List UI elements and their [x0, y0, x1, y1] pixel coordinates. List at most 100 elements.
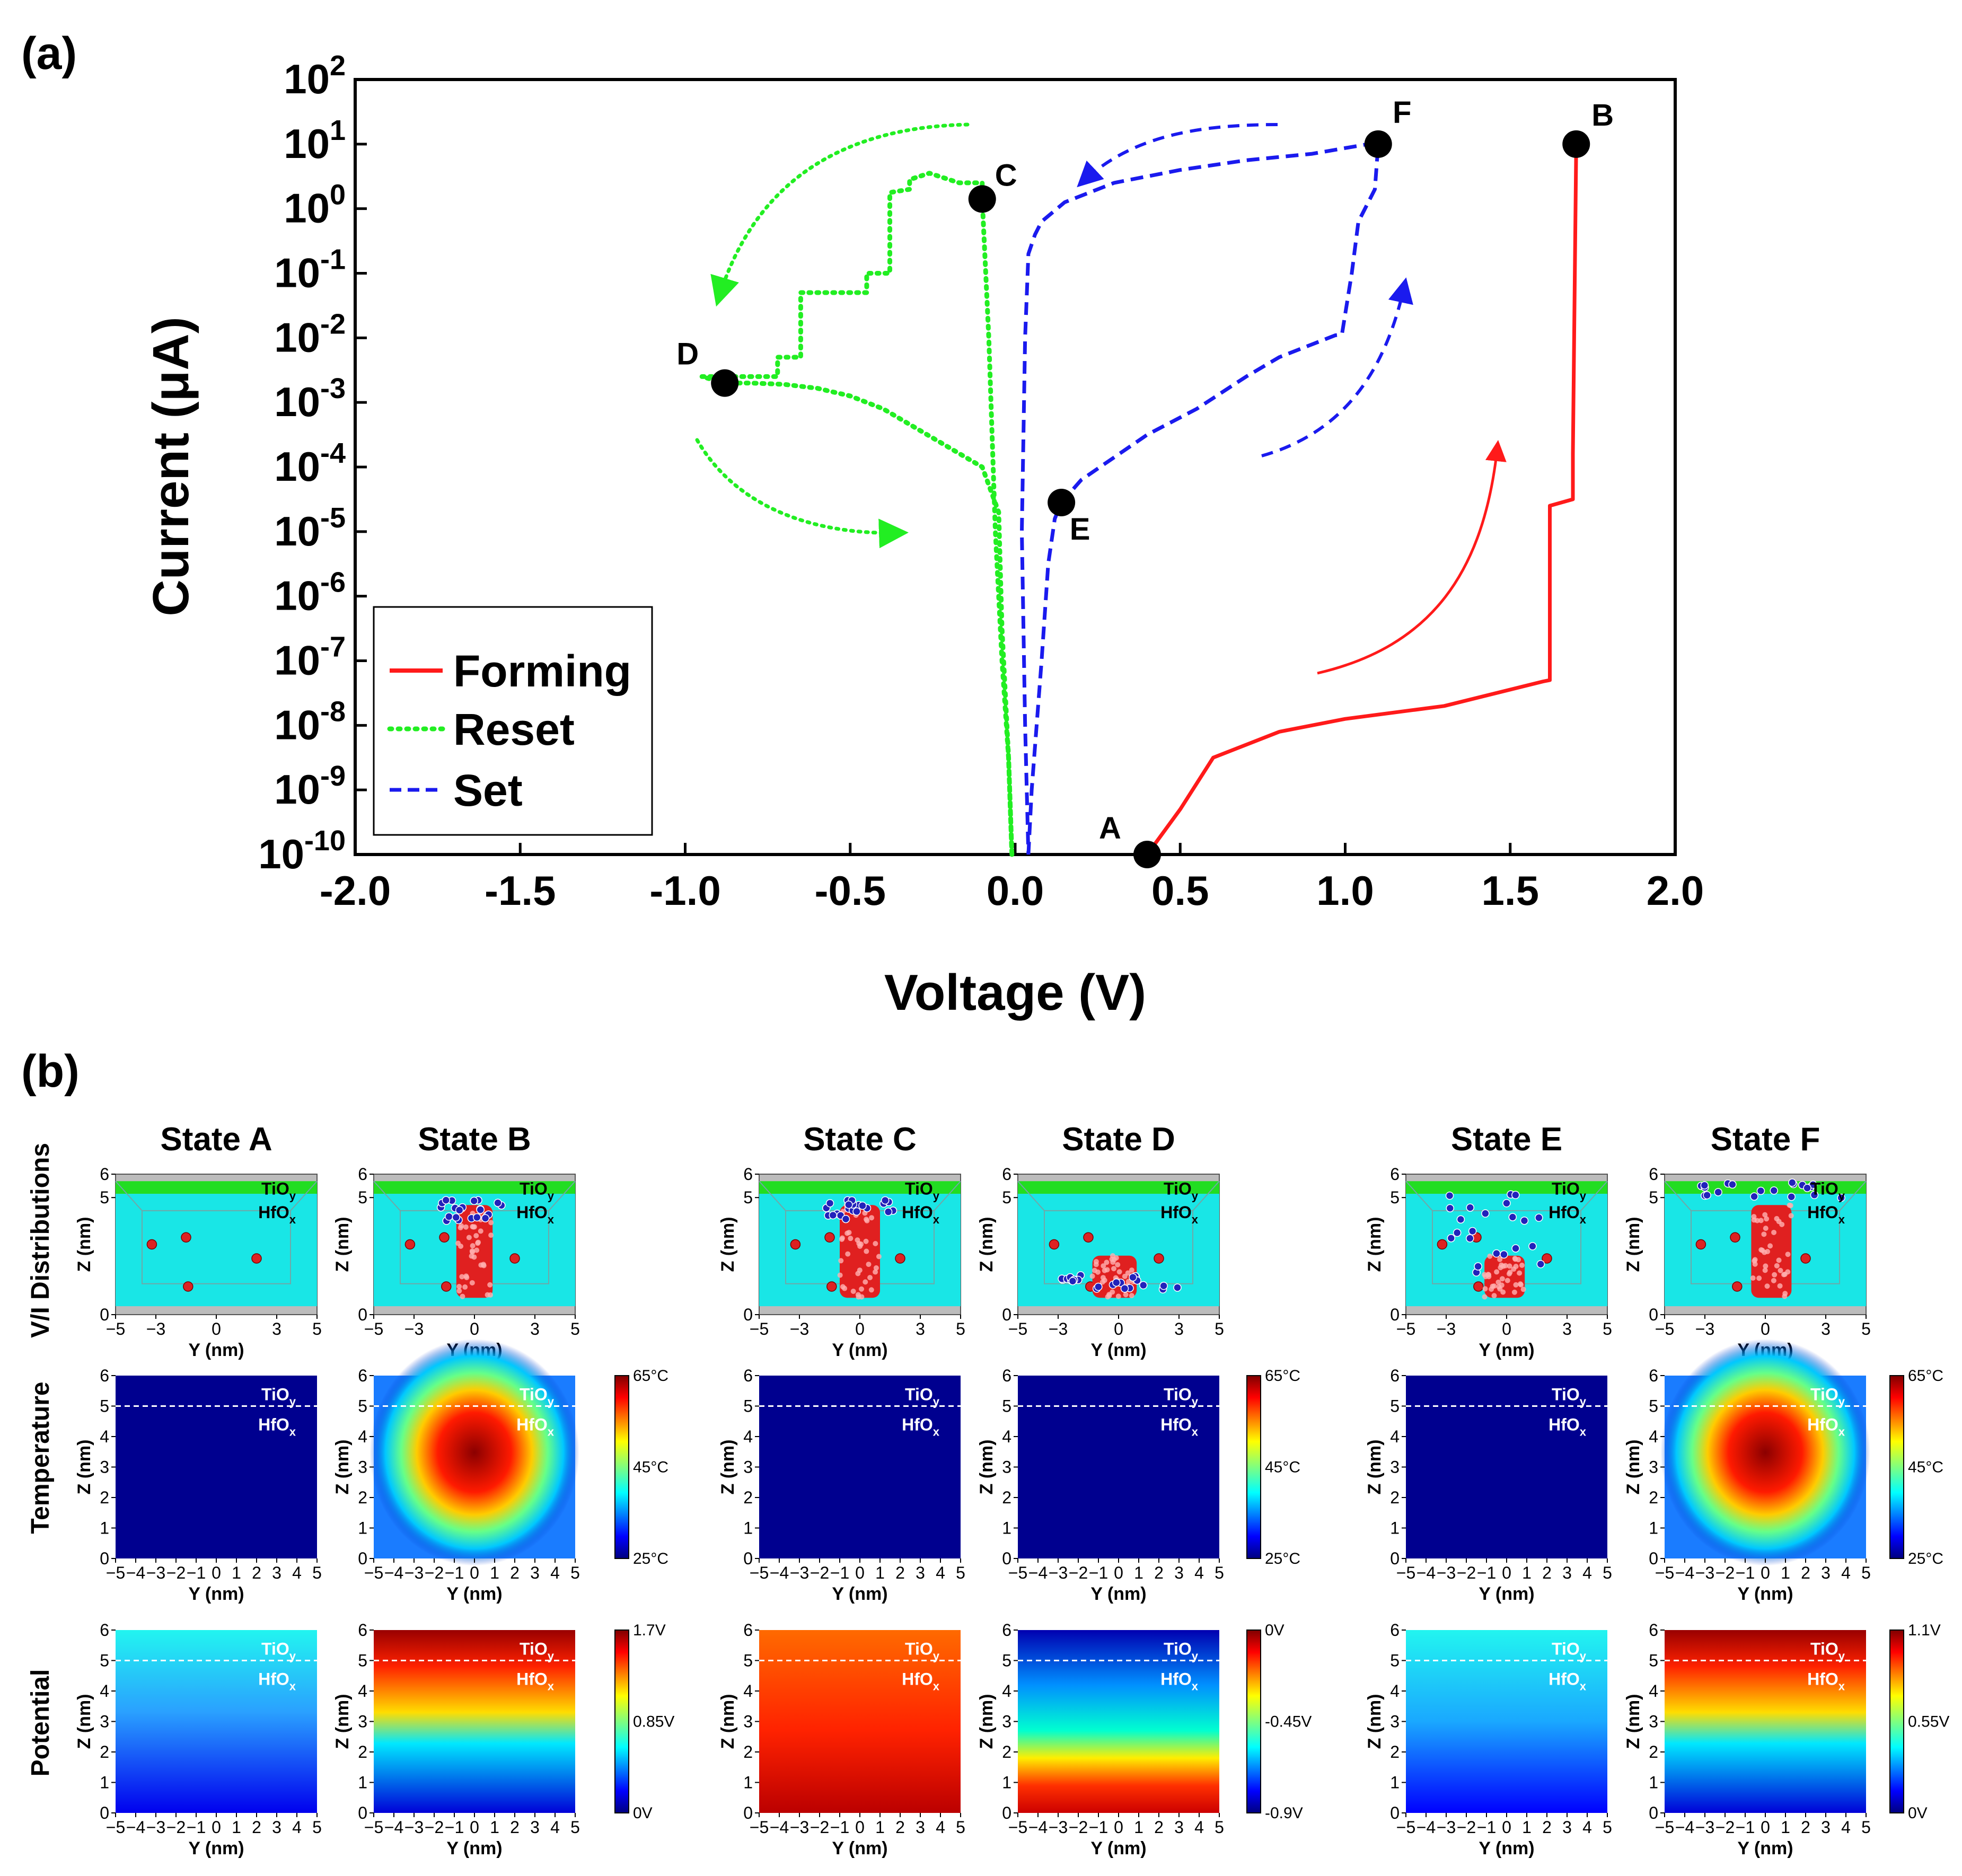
z-tick-label: 1 — [743, 1519, 753, 1538]
y-tick-label: 4 — [292, 1818, 302, 1837]
y-tick-label: 2 — [1542, 1563, 1552, 1582]
set-arrow-right — [1261, 277, 1413, 457]
z-tick-label: 3 — [1002, 1458, 1011, 1477]
y-tick-label: 2 — [1154, 1563, 1164, 1582]
hot-spot — [1660, 1339, 1870, 1566]
z-tick-label: 5 — [743, 1397, 753, 1416]
z-tick-label: 3 — [1649, 1458, 1658, 1477]
z-tick-label: 1 — [1649, 1773, 1658, 1792]
y-tick-label: 5 — [1215, 1563, 1224, 1582]
colorbar-label: 1.7V — [633, 1622, 666, 1639]
colorbar-label: 1.1V — [1908, 1622, 1941, 1639]
z-tick-label: 6 — [1649, 1620, 1658, 1640]
y-tick-label: 5 — [1861, 1818, 1871, 1837]
z-tick-label: 6 — [743, 1620, 753, 1640]
y-tick-label: 100 — [284, 179, 346, 232]
x-tick-label: -0.5 — [815, 867, 886, 914]
y-tick-label: 10-9 — [274, 760, 346, 813]
x-tick-label: -1.0 — [649, 867, 720, 914]
layer-label-bottom: HfOx — [902, 1203, 940, 1226]
x-axis-title: Voltage (V) — [884, 964, 1146, 1021]
state-title: State F — [1711, 1121, 1820, 1158]
y-tick-label: 5 — [570, 1818, 580, 1837]
z-tick-label: 5 — [743, 1651, 753, 1670]
z-tick-label: 2 — [1002, 1742, 1011, 1761]
y-tick-label: −3 — [404, 1319, 424, 1338]
y-tick-label: 5 — [570, 1319, 580, 1338]
hfo-layer — [116, 1194, 317, 1307]
z-tick-label: 6 — [1002, 1620, 1011, 1640]
z-tick-label: 0 — [100, 1549, 109, 1568]
z-tick-label: 5 — [1390, 1188, 1400, 1207]
forming-arrow — [1317, 440, 1507, 675]
map-x-label: Y (nm) — [1737, 1584, 1793, 1604]
map-z-label: Z (nm) — [332, 1694, 353, 1749]
colorbar-label: 0V — [633, 1804, 653, 1822]
layer-label-bottom: HfOx — [902, 1670, 940, 1693]
map-x-label: Y (nm) — [1090, 1838, 1146, 1859]
temperature-colorbar: 65°C 45°C 25°C — [1246, 1367, 1300, 1567]
map-z-label: Z (nm) — [1365, 1694, 1385, 1749]
z-tick-label: 6 — [100, 1620, 109, 1640]
y-tick-label: 10-3 — [274, 373, 346, 425]
state-point-label: E — [1070, 512, 1090, 547]
y-tick-label: −5 — [106, 1563, 125, 1582]
z-tick-label: 2 — [358, 1488, 367, 1507]
y-tick-label: 2 — [1801, 1563, 1810, 1582]
y-tick-label: −2 — [1457, 1563, 1476, 1582]
colorbar-label: 0.55V — [1908, 1713, 1949, 1731]
colorbar-label: 0V — [1265, 1622, 1284, 1639]
y-tick-label: −2 — [1069, 1818, 1088, 1837]
layer-label-top: TiOy — [520, 1179, 555, 1203]
z-tick-label: 1 — [1390, 1773, 1400, 1792]
y-tick-label: −3 — [1437, 1319, 1456, 1338]
z-tick-label: 5 — [1002, 1397, 1011, 1416]
state-title: State E — [1451, 1121, 1562, 1158]
z-tick-label: 0 — [743, 1803, 753, 1822]
y-tick-label: −5 — [750, 1319, 769, 1338]
tio-layer — [759, 1181, 961, 1194]
y-tick-label: −5 — [106, 1319, 125, 1338]
colorbar-label: -0.9V — [1265, 1804, 1303, 1822]
y-tick-label: 5 — [1603, 1818, 1612, 1837]
z-tick-label: 2 — [1002, 1488, 1011, 1507]
y-tick-label: −4 — [770, 1563, 789, 1582]
y-tick-label: 3 — [1562, 1319, 1572, 1338]
y-tick-label: 3 — [530, 1818, 540, 1837]
y-tick-label: −3 — [404, 1563, 424, 1582]
map-x-label: Y (nm) — [832, 1584, 887, 1604]
potential-colorbar: 0V -0.45V -0.9V — [1246, 1622, 1312, 1822]
y-tick-label: 4 — [550, 1818, 560, 1837]
y-tick-label: 5 — [1215, 1818, 1224, 1837]
z-tick-label: 3 — [100, 1712, 109, 1731]
state-point-label: D — [676, 337, 699, 372]
z-tick-label: 5 — [743, 1188, 753, 1207]
y-tick-label: −5 — [750, 1563, 769, 1582]
z-tick-label: 5 — [358, 1188, 367, 1207]
y-tick-label: 0 — [212, 1818, 221, 1837]
reset-arrow-top — [710, 122, 970, 307]
y-tick-label: −3 — [1049, 1818, 1068, 1837]
y-tick-label: −3 — [1695, 1563, 1714, 1582]
z-tick-label: 0 — [100, 1803, 109, 1822]
z-tick-label: 3 — [743, 1458, 753, 1477]
y-tick-label: −2 — [1715, 1563, 1735, 1582]
z-tick-label: 4 — [1649, 1681, 1658, 1701]
z-tick-label: 6 — [743, 1165, 753, 1184]
y-tick-label: 3 — [916, 1319, 925, 1338]
layer-label-top: TiOy — [261, 1179, 296, 1203]
z-tick-label: 5 — [100, 1188, 109, 1207]
row-label: Temperature — [27, 1381, 55, 1534]
y-tick-label: −3 — [404, 1818, 424, 1837]
map-z-label: Z (nm) — [74, 1440, 94, 1495]
y-tick-label: 1 — [1522, 1563, 1532, 1582]
z-tick-label: 4 — [1649, 1427, 1658, 1446]
z-tick-label: 3 — [100, 1458, 109, 1477]
tio-layer — [116, 1181, 317, 1194]
y-tick-label: 2 — [510, 1818, 520, 1837]
